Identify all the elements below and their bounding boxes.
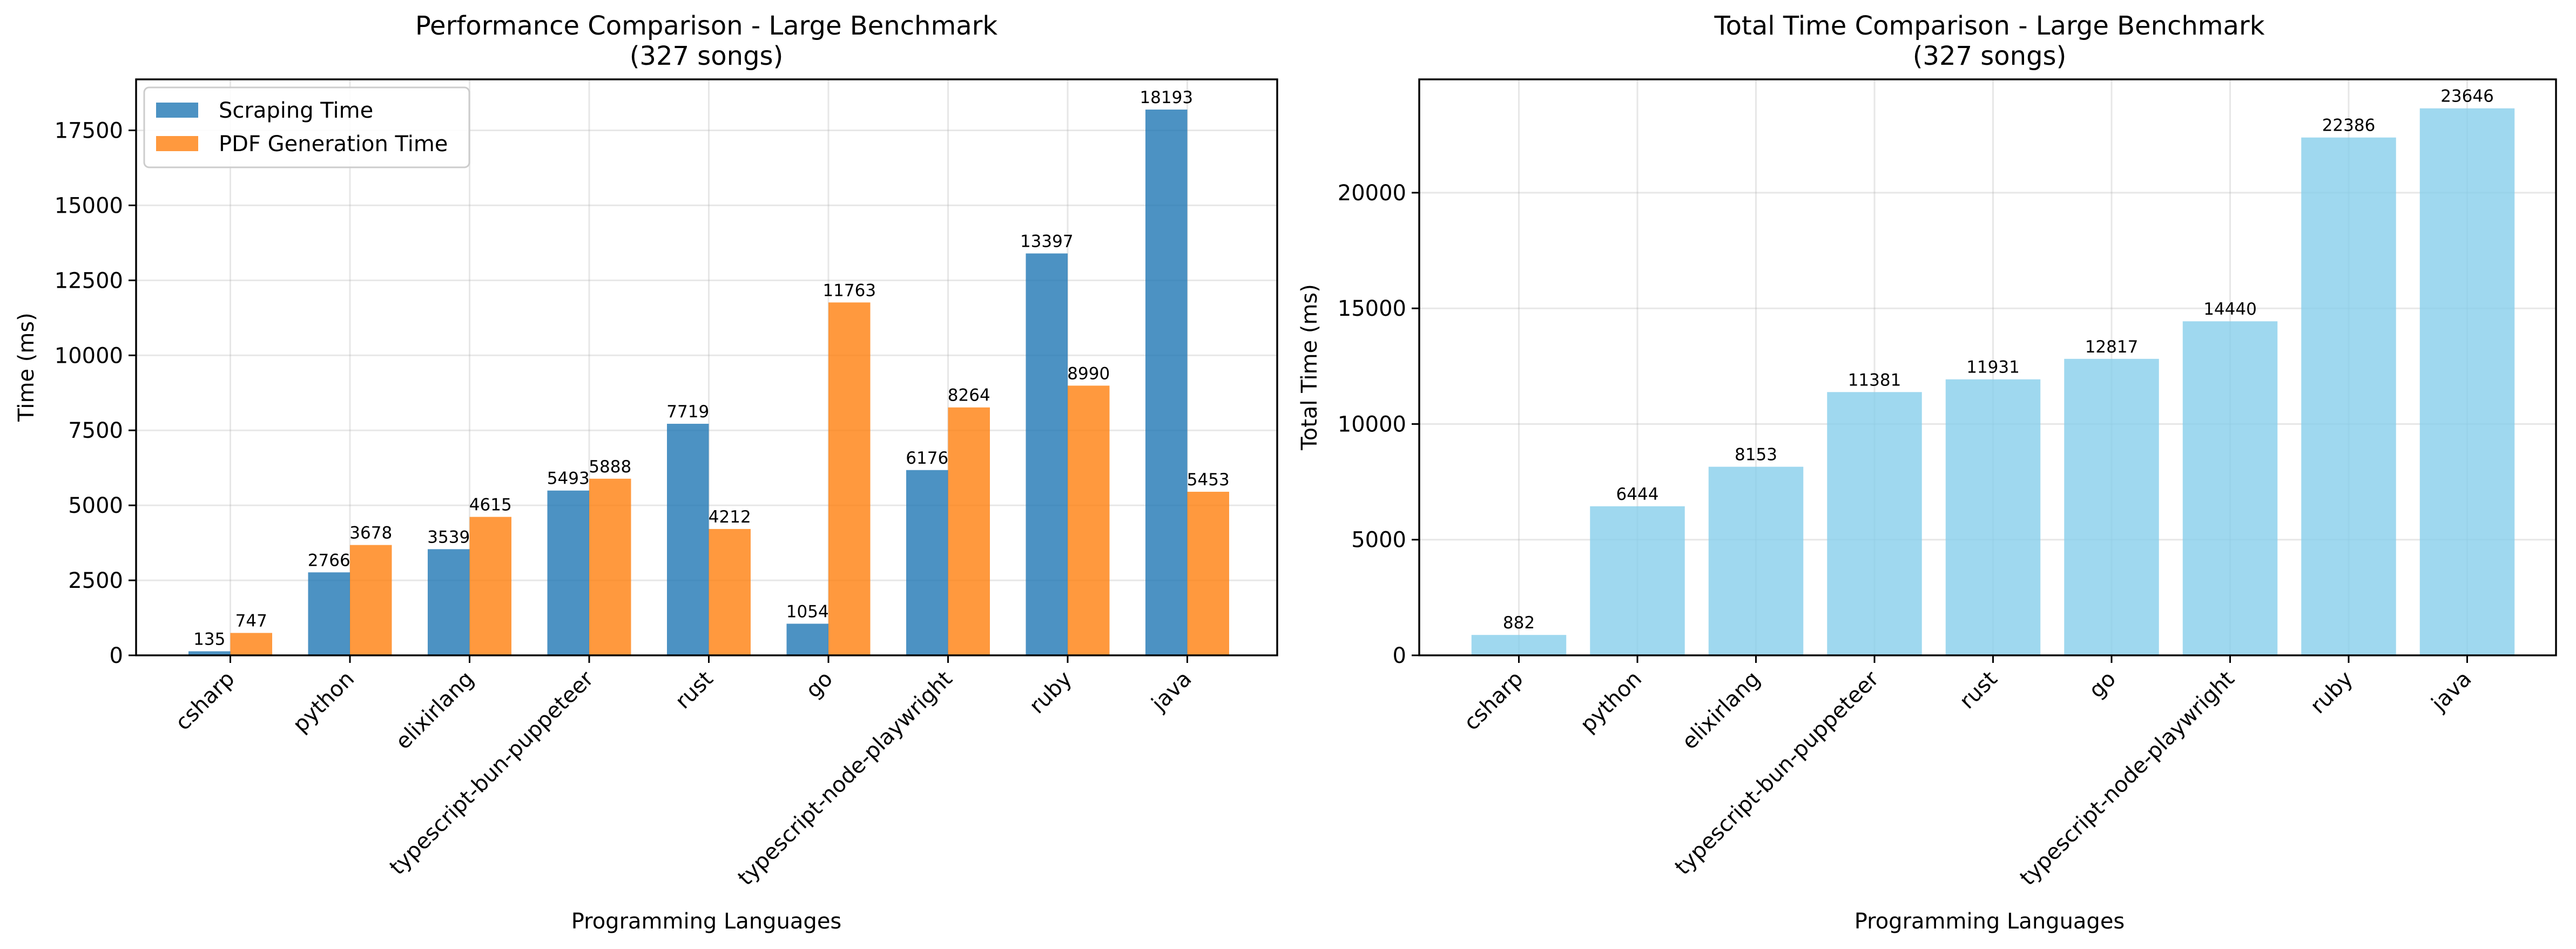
bar-labels: 135 2766 3539 5493 7719 1054 6176 13397 18193 747… (193, 88, 1230, 649)
bar-value-label: 14440 (2203, 300, 2257, 319)
bar-total-typescript-bun-puppeteer (1827, 392, 1922, 655)
bar-total-typescript-node-playwright (2182, 321, 2278, 655)
bar-value-label: 882 (1503, 613, 1535, 633)
bar-value-label: 12817 (2085, 337, 2139, 357)
bars (188, 109, 1229, 656)
bar-pdf-generation-time-go (828, 302, 871, 655)
bar-pdf-generation-time-java (1187, 491, 1229, 655)
x-axis-label: Programming Languages (571, 909, 842, 934)
y-tick-label: 17500 (55, 118, 123, 143)
bar-value-label: 6176 (906, 449, 948, 468)
legend-label-pdf-generation: PDF Generation Time (219, 132, 448, 157)
plot-frame (135, 78, 1278, 656)
legend-swatch-pdf-generation (156, 136, 198, 151)
bar-scraping-time-ruby (1026, 253, 1068, 655)
bar-value-label: 22386 (2322, 116, 2376, 135)
bar-total-go (2064, 358, 2159, 655)
bar-scraping-time-csharp (188, 651, 231, 655)
y-tick-label: 20000 (1338, 181, 1406, 206)
y-tick-label: 0 (1393, 643, 1406, 668)
bar-value-label: 8153 (1735, 445, 1777, 465)
x-axis-label: Programming Languages (1855, 909, 2125, 934)
y-tick-label: 7500 (68, 418, 123, 443)
plot-frame (1418, 78, 2557, 656)
bar-value-label: 23646 (2440, 87, 2494, 106)
bars (1471, 108, 2515, 655)
bar-value-label: 5888 (589, 457, 631, 477)
bar-scraping-time-elixirlang (428, 549, 470, 655)
y-axis-ticks: 0 5000 10000 15000 20000 (1338, 181, 1419, 668)
y-tick-label: 5000 (68, 493, 123, 518)
chart-title-line1: Total Time Comparison - Large Benchmark (1714, 11, 2264, 41)
bar-value-label: 1054 (786, 602, 829, 621)
legend-label-scraping: Scraping Time (219, 98, 373, 123)
bar-pdf-generation-time-csharp (230, 633, 272, 655)
y-axis-ticks: 0 2500 5000 7500 10000 12500 15000 17500 (55, 118, 136, 668)
bar-value-label: 7719 (666, 402, 709, 422)
y-tick-label: 15000 (1338, 296, 1406, 321)
bar-scraping-time-typescript-node-playwright (906, 470, 948, 655)
y-axis-label: Time (ms) (14, 313, 39, 422)
bar-value-label: 3678 (349, 524, 392, 543)
y-axis-label: Total Time (ms) (1297, 284, 1322, 451)
bar-value-label: 3539 (427, 527, 470, 547)
bar-scraping-time-typescript-bun-puppeteer (547, 490, 589, 655)
bar-pdf-generation-time-ruby (1068, 385, 1110, 655)
bar-value-label: 8990 (1067, 364, 1110, 383)
chart-title-line2: (327 songs) (1913, 41, 2067, 71)
bar-value-label: 4615 (469, 496, 512, 515)
bar-scraping-time-python (308, 572, 350, 655)
y-tick-label: 2500 (68, 568, 123, 593)
bar-value-label: 11763 (822, 281, 876, 300)
bar-value-label: 4212 (709, 507, 751, 527)
bar-scraping-time-java (1145, 109, 1188, 656)
y-tick-label: 10000 (1338, 412, 1406, 437)
bar-value-label: 18193 (1139, 88, 1193, 107)
bar-pdf-generation-time-typescript-bun-puppeteer (589, 478, 631, 655)
bar-total-rust (1945, 379, 2041, 655)
bar-value-label: 11931 (1966, 358, 2020, 377)
y-tick-label: 15000 (55, 193, 123, 218)
bar-value-label: 747 (235, 611, 267, 631)
bar-pdf-generation-time-elixirlang (469, 517, 511, 655)
bar-value-label: 135 (193, 629, 225, 649)
y-tick-label: 12500 (55, 268, 123, 293)
bar-value-label: 11381 (1848, 370, 1901, 390)
total-time-chart: 882 6444 8153 11381 11931 12817 14440 22386 2364… (1297, 11, 2557, 934)
bar-total-python (1590, 506, 1685, 655)
bar-value-label: 6444 (1616, 485, 1659, 504)
bar-value-label: 13397 (1020, 232, 1074, 251)
bar-total-csharp (1471, 635, 1567, 655)
bar-total-elixirlang (1708, 466, 1804, 655)
legend: Scraping Time PDF Generation Time (143, 86, 470, 168)
bar-value-label: 2766 (308, 551, 350, 570)
chart-title-line1: Performance Comparison - Large Benchmark (415, 11, 998, 41)
chart-title-line2: (327 songs) (630, 41, 784, 71)
bar-value-label: 5493 (547, 469, 590, 489)
bar-value-label: 8264 (948, 386, 990, 405)
bar-total-ruby (2301, 137, 2396, 655)
bar-labels: 882 6444 8153 11381 11931 12817 14440 22386 2364… (1503, 87, 2494, 633)
bar-scraping-time-rust (667, 424, 709, 655)
y-tick-label: 10000 (55, 343, 123, 368)
y-tick-label: 0 (110, 643, 123, 668)
bar-value-label: 5453 (1187, 470, 1230, 490)
bar-total-java (2419, 108, 2515, 655)
bar-pdf-generation-time-rust (709, 528, 751, 655)
legend-swatch-scraping (156, 103, 198, 118)
bar-scraping-time-go (786, 623, 828, 655)
y-tick-label: 5000 (1351, 528, 1406, 553)
bar-pdf-generation-time-python (350, 545, 392, 655)
bar-pdf-generation-time-typescript-node-playwright (948, 407, 990, 655)
legend-frame (143, 86, 470, 168)
